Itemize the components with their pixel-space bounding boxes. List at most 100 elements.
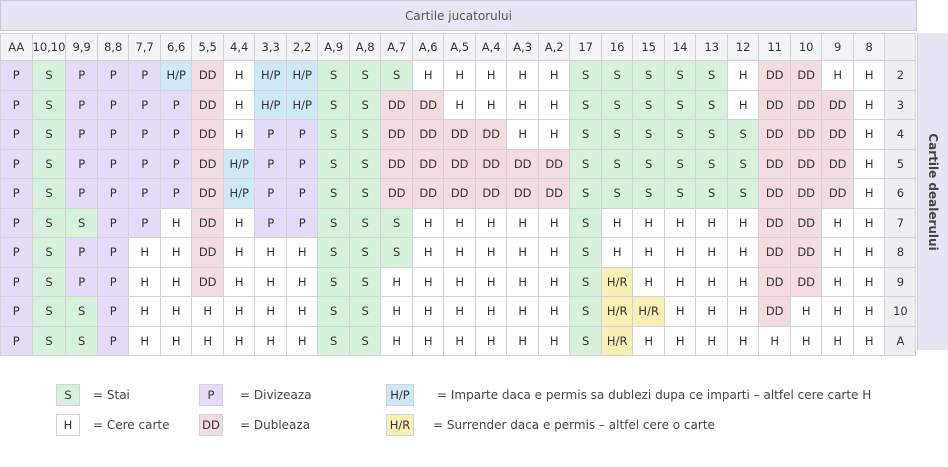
strategy-cell: DD xyxy=(758,178,791,209)
strategy-cell: H xyxy=(852,178,886,209)
strategy-cell: DD xyxy=(411,119,445,150)
strategy-cell: P xyxy=(96,178,130,209)
strategy-cell: H xyxy=(695,237,728,268)
strategy-cell: DD xyxy=(789,119,823,150)
strategy-cell: H xyxy=(726,237,760,268)
strategy-cell: H xyxy=(222,207,256,238)
strategy-cell: S xyxy=(31,237,67,268)
strategy-cell: S xyxy=(317,296,350,327)
strategy-cell: DD xyxy=(789,178,823,209)
column-header: A,2 xyxy=(537,33,571,61)
strategy-cell: H xyxy=(506,325,539,356)
strategy-cell: H xyxy=(474,237,508,268)
column-header: 7,7 xyxy=(128,33,161,61)
strategy-cell: DD xyxy=(380,89,413,120)
strategy-cell: H/P xyxy=(254,89,287,120)
strategy-cell: H xyxy=(663,266,697,297)
strategy-cell: P xyxy=(159,178,193,209)
strategy-cell: H xyxy=(726,296,760,327)
strategy-cell: S xyxy=(569,148,602,179)
strategy-cell: H/P xyxy=(222,178,256,209)
strategy-cell: H xyxy=(537,296,571,327)
strategy-cell: DD xyxy=(443,148,476,179)
column-header: A,9 xyxy=(317,33,350,61)
strategy-cell: H xyxy=(506,237,539,268)
strategy-cell: H xyxy=(537,207,571,238)
strategy-cell: H xyxy=(852,266,886,297)
strategy-cell: S xyxy=(31,207,67,238)
strategy-cell: H/R xyxy=(600,296,634,327)
strategy-cell: S xyxy=(600,60,634,91)
strategy-cell: H xyxy=(632,207,665,238)
strategy-cell: S xyxy=(663,60,697,91)
strategy-cell: S xyxy=(348,207,382,238)
strategy-cell: H xyxy=(506,207,539,238)
legend-swatch: H xyxy=(56,414,80,436)
strategy-cell: S xyxy=(663,89,697,120)
table-row: P S P P H H DD H H H S S S H H H H H S H H H H H DD DD H H 8 xyxy=(0,237,917,268)
strategy-cell: S xyxy=(317,60,350,91)
strategy-cell: S xyxy=(663,119,697,150)
strategy-cell: H xyxy=(506,89,539,120)
strategy-cell: S xyxy=(317,89,350,120)
strategy-cell: H xyxy=(474,296,508,327)
strategy-cell: P xyxy=(65,60,98,91)
dealer-card-label: A xyxy=(884,325,917,356)
strategy-cell: DD xyxy=(191,119,224,150)
strategy-cell: H xyxy=(380,266,413,297)
table-row: P S P P P P DD H/P P P S S DD DD DD DD DD DD S S S S S S DD DD DD H… xyxy=(0,148,917,179)
strategy-cell: DD xyxy=(758,60,791,91)
strategy-cell: DD xyxy=(758,119,791,150)
column-header: A,5 xyxy=(443,33,476,61)
strategy-cell: P xyxy=(65,178,98,209)
strategy-cell: S xyxy=(632,148,665,179)
column-header: 14 xyxy=(663,33,697,61)
strategy-cell: S xyxy=(726,178,760,209)
strategy-cell: H xyxy=(537,325,571,356)
strategy-cell: H xyxy=(821,207,854,238)
strategy-cell: H xyxy=(380,296,413,327)
strategy-cell: S xyxy=(695,178,728,209)
legend: S = Stai H = Cere carte P = Divizeaza DD = Dubl… xyxy=(0,380,948,450)
strategy-cell: P xyxy=(96,296,130,327)
strategy-cell: DD xyxy=(191,207,224,238)
strategy-cell: H/R xyxy=(600,325,634,356)
strategy-cell: H xyxy=(411,325,445,356)
strategy-cell: DD xyxy=(191,178,224,209)
strategy-cell: H xyxy=(474,60,508,91)
dealer-card-label: 4 xyxy=(884,119,917,150)
header-corner xyxy=(884,33,917,61)
column-header: 17 xyxy=(569,33,602,61)
strategy-cell: H xyxy=(821,266,854,297)
strategy-cell: H xyxy=(663,325,697,356)
strategy-cell: DD xyxy=(537,178,571,209)
strategy-cell: DD xyxy=(758,148,791,179)
strategy-cell: S xyxy=(317,237,350,268)
strategy-cell: S xyxy=(317,207,350,238)
table-row: P S S P H H H H H H S S H H H H H H S H/R H H H H H H H H A xyxy=(0,325,917,356)
strategy-cell: S xyxy=(600,148,634,179)
strategy-cell: DD xyxy=(443,119,476,150)
strategy-cell: H xyxy=(443,207,476,238)
column-header: A,6 xyxy=(411,33,445,61)
strategy-cell: DD xyxy=(506,178,539,209)
strategy-cell: P xyxy=(128,207,161,238)
strategy-cell: S xyxy=(317,325,350,356)
strategy-cell: P xyxy=(285,148,319,179)
strategy-cell: H xyxy=(222,237,256,268)
strategy-cell: H xyxy=(852,60,886,91)
strategy-cell: S xyxy=(31,296,67,327)
strategy-cell: H xyxy=(821,237,854,268)
strategy-cell: S xyxy=(31,148,67,179)
strategy-cell: H xyxy=(222,296,256,327)
strategy-cell: H xyxy=(663,207,697,238)
strategy-cell: S xyxy=(569,89,602,120)
dealer-card-label: 5 xyxy=(884,148,917,179)
strategy-cell: DD xyxy=(758,89,791,120)
dealer-card-label: 7 xyxy=(884,207,917,238)
strategy-cell: P xyxy=(65,266,98,297)
strategy-cell: P xyxy=(65,148,98,179)
strategy-cell: S xyxy=(380,207,413,238)
column-header: 8,8 xyxy=(96,33,130,61)
strategy-cell: H xyxy=(285,296,319,327)
